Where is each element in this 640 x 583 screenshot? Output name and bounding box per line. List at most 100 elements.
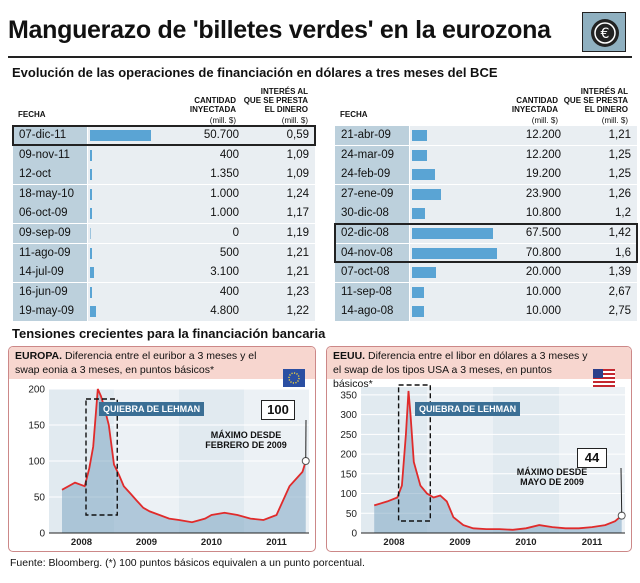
table-cell-amount: 67.500 xyxy=(525,227,561,239)
table-cell-rate: 1,24 xyxy=(286,187,309,200)
europe-lehman-label: QUIEBRA DE LEHMAN xyxy=(99,402,205,416)
y-tick-label: 50 xyxy=(346,509,358,520)
table-cell-body xyxy=(88,165,315,185)
table-row: 02-dic-08 67.500 1,42 xyxy=(335,224,637,243)
table-cell-rate: 1,21 xyxy=(286,246,309,259)
table-row: 24-feb-09 19.200 1,25 xyxy=(335,165,637,185)
y-tick-label: 0 xyxy=(39,529,45,540)
table-cell-date: 21-abr-09 xyxy=(335,126,409,145)
table-cell-date: 02-dic-08 xyxy=(335,224,409,243)
y-tick-label: 50 xyxy=(34,493,46,504)
table-cell-amount: 1.000 xyxy=(210,187,239,200)
table-cell-amount: 0 xyxy=(232,227,239,239)
amount-bar xyxy=(412,130,427,141)
europe-max-value: 100 xyxy=(261,400,295,420)
table-row: 19-may-09 4.800 1,22 xyxy=(13,302,315,322)
table-cell-date: 07-dic-11 xyxy=(13,126,87,145)
amount-bar xyxy=(90,228,91,239)
y-tick-label: 150 xyxy=(28,421,45,432)
europe-region-label: EUROPA. xyxy=(15,350,63,362)
charts-section-title: Tensiones crecientes para la financiació… xyxy=(12,326,326,341)
y-tick-label: 100 xyxy=(28,457,45,468)
amount-bar xyxy=(412,286,424,298)
amount-bar xyxy=(90,286,92,298)
y-tick-label: 200 xyxy=(28,385,45,396)
table-cell-amount: 70.800 xyxy=(525,246,561,259)
y-tick-label: 150 xyxy=(340,469,357,480)
x-tick-label: 2008 xyxy=(383,537,404,548)
table-cell-rate: 1,25 xyxy=(608,148,631,161)
table-cell-rate: 2,75 xyxy=(608,305,631,318)
table-row: 07-oct-08 20.000 1,39 xyxy=(335,263,637,283)
table-cell-body xyxy=(410,165,637,185)
amount-bar xyxy=(90,188,92,200)
table-cell-date: 30-dic-08 xyxy=(335,204,409,224)
amount-bar xyxy=(90,306,96,318)
y-tick-label: 300 xyxy=(340,410,357,421)
amount-bar xyxy=(90,247,92,259)
table-cell-amount: 19.200 xyxy=(525,168,561,181)
amount-bar xyxy=(412,188,441,200)
table-cell-rate: 1,42 xyxy=(608,227,631,239)
table-cell-amount: 12.200 xyxy=(525,148,561,161)
table-cell-body xyxy=(410,184,637,204)
y-tick-label: 100 xyxy=(340,489,357,500)
left-header-interes-unit: (mill. $) xyxy=(281,116,308,125)
us-max-label: MÁXIMO DESDE MAYO DE 2009 xyxy=(516,467,588,487)
last-point-marker xyxy=(301,457,310,465)
x-tick-label: 2008 xyxy=(71,537,92,548)
table-cell-rate: 1,21 xyxy=(286,266,309,279)
table-cell-body xyxy=(410,145,637,165)
europe-panel-header xyxy=(9,347,315,379)
table-cell-date: 12-oct xyxy=(13,165,87,185)
x-tick-label: 2010 xyxy=(201,537,222,548)
table-cell-rate: 1,09 xyxy=(286,168,309,181)
table-cell-rate: 1,23 xyxy=(286,285,309,298)
table-cell-rate: 1,17 xyxy=(286,207,309,220)
svg-text:€: € xyxy=(601,26,610,42)
table-cell-date: 27-ene-09 xyxy=(335,184,409,204)
table-cell-body xyxy=(410,263,637,283)
y-tick-label: 250 xyxy=(340,430,357,441)
table-row: 11-sep-08 10.000 2,67 xyxy=(335,282,637,302)
table-cell-date: 09-nov-11 xyxy=(13,145,87,165)
table-cell-date: 09-sep-09 xyxy=(13,224,87,243)
table-cell-amount: 1.000 xyxy=(210,207,239,220)
table-cell-body xyxy=(410,282,637,302)
right-header-cantidad: CANTIDAD INYECTADA xyxy=(511,96,558,114)
amount-bar xyxy=(90,267,94,279)
page-title: Manguerazo de 'billetes verdes' en la eu… xyxy=(8,16,551,44)
us-lehman-label: QUIEBRA DE LEHMAN xyxy=(415,402,521,416)
table-row: 04-nov-08 70.800 1,6 xyxy=(335,243,637,263)
table-cell-body xyxy=(88,224,315,243)
table-row: 21-abr-09 12.200 1,21 xyxy=(335,126,637,145)
lehman-dashed-box xyxy=(397,384,431,522)
table-cell-date: 11-ago-09 xyxy=(13,243,87,263)
x-tick-label: 2010 xyxy=(515,537,536,548)
table-cell-amount: 500 xyxy=(219,246,239,259)
table-row: 24-mar-09 12.200 1,25 xyxy=(335,145,637,165)
right-header-interes: INTERÉS AL QUE SE PRESTA EL DINERO xyxy=(563,87,628,114)
table-cell-date: 14-jul-09 xyxy=(13,263,87,283)
table-cell-rate: 2,67 xyxy=(608,285,631,298)
table-cell-amount: 4.800 xyxy=(210,305,239,318)
table-cell-amount: 10.000 xyxy=(525,285,561,298)
y-tick-label: 350 xyxy=(340,390,357,401)
left-header-interes: INTERÉS AL QUE SE PRESTA EL DINERO xyxy=(243,87,308,114)
table-cell-amount: 20.000 xyxy=(525,266,561,279)
table-cell-amount: 400 xyxy=(219,285,239,298)
table-cell-rate: 1,09 xyxy=(286,148,309,161)
table-row: 07-dic-11 50.700 0,59 xyxy=(13,126,315,145)
amount-bar xyxy=(412,149,427,161)
europe-description-text: Diferencia entre el euribor a 3 meses y … xyxy=(15,350,257,376)
table-cell-rate: 1,2 xyxy=(615,207,631,220)
amount-bar xyxy=(412,267,436,279)
table-cell-rate: 0,59 xyxy=(286,129,309,141)
europe-chart-panel: EUROPA. Diferencia entre el euribor a 3 … xyxy=(8,346,316,552)
amount-bar xyxy=(412,306,424,318)
table-cell-date: 04-nov-08 xyxy=(335,243,409,263)
table-row: 18-may-10 1.000 1,24 xyxy=(13,184,315,204)
table-subtitle: Evolución de las operaciones de financia… xyxy=(12,65,498,80)
table-cell-rate: 1,25 xyxy=(608,168,631,181)
amount-bar xyxy=(412,208,425,220)
